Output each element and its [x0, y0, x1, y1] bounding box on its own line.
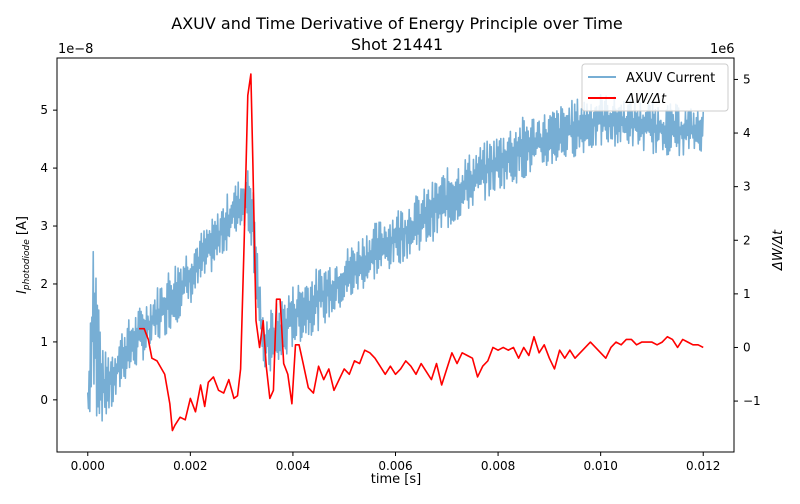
plot-area — [56, 57, 735, 453]
x-tick-label: 0.004 — [276, 459, 310, 473]
y-tick-label: 3 — [40, 219, 48, 233]
y2-tick-label: −1 — [743, 394, 761, 408]
y-tick-label: 4 — [40, 161, 48, 175]
y-offset-text: 1e−8 — [58, 42, 93, 57]
x-tick-label: 0.002 — [173, 459, 207, 473]
y-axis-label: Iphotodiode [A] — [15, 216, 32, 294]
y2-axis-label: ΔW/Δt — [771, 229, 786, 271]
y2-tick-label: 5 — [743, 72, 751, 86]
x-tick-label: 0.008 — [481, 459, 515, 473]
chart-title: AXUV and Time Derivative of Energy Princ… — [171, 14, 623, 33]
x-tick-label: 0.010 — [583, 459, 617, 473]
y-axis-label-unit: [A] — [15, 216, 30, 239]
y-axis-label-sub: photodiode — [22, 239, 32, 291]
y-tick-label: 2 — [40, 277, 48, 291]
series-dwdt — [139, 73, 704, 432]
y-tick-label: 5 — [40, 103, 48, 117]
y2-tick-label: 2 — [743, 233, 751, 247]
x-tick-label: 0.012 — [686, 459, 720, 473]
legend-label-dwdt: ΔW/Δt — [625, 92, 667, 107]
legend: AXUV Current ΔW/Δt — [581, 63, 729, 112]
y2-tick-label: 1 — [743, 287, 751, 301]
y2-tick-label: 4 — [743, 126, 751, 140]
y2-tick-label: 3 — [743, 180, 751, 194]
y2-tick-label: 0 — [743, 340, 751, 354]
legend-box — [581, 63, 729, 112]
y-tick-label: 0 — [40, 393, 48, 407]
y2-offset-text: 1e6 — [710, 42, 735, 57]
x-axis: 0.000 0.002 0.004 0.006 0.008 0.010 0.012 — [71, 452, 720, 473]
chart-subtitle: Shot 21441 — [351, 35, 443, 54]
series-axuv-current — [86, 94, 705, 422]
x-tick-label: 0.006 — [378, 459, 412, 473]
y-axis-right: −1 0 1 2 3 4 5 — [734, 72, 761, 408]
series-layer — [86, 73, 705, 432]
x-tick-label: 0.000 — [71, 459, 105, 473]
legend-label-axuv: AXUV Current — [626, 71, 715, 86]
y-axis-left: 0 1 2 3 4 5 — [40, 103, 57, 407]
y-tick-label: 1 — [40, 335, 48, 349]
y-axis-label-main: I — [15, 290, 30, 294]
x-axis-label: time [s] — [371, 472, 421, 487]
